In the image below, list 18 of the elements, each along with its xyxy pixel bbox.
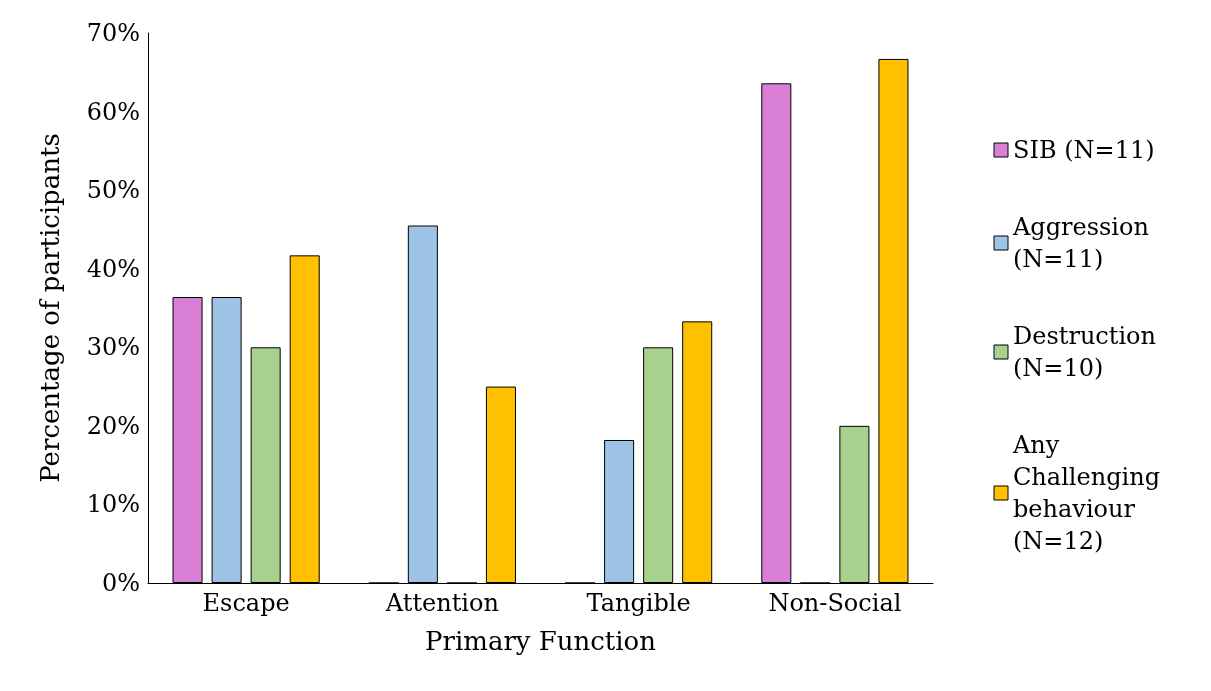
y-tick-label: 0% [101,569,140,597]
y-tick-label: 60% [86,97,140,126]
y-tick-label: 10% [86,490,140,519]
legend-label: Aggression (N=11) [1012,213,1157,273]
y-tick-label: 20% [86,411,140,440]
y-tick-label: 30% [86,333,140,362]
x-tick-label: Attention [384,589,499,617]
x-tick-label: Escape [202,589,290,617]
y-tick-label: 40% [86,254,140,283]
x-tick-label: Tangible [586,589,691,617]
x-tick-label: Non-Social [768,589,902,617]
legend-label: Destruction (N=10) [1013,322,1164,382]
legend-label: Any Challenging behaviour (N=12) [1012,431,1168,555]
legend-label: SIB (N=11) [1013,136,1155,164]
y-tick-label: 50% [86,176,140,205]
x-axis-title: Primary Function [424,626,657,656]
y-tick-label: 70% [86,19,140,47]
y-axis-title: Percentage of participants [35,133,65,483]
